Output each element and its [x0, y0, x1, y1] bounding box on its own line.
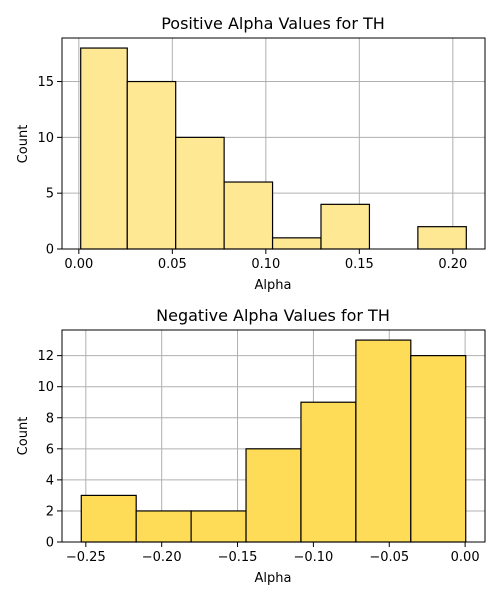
histogram-bar [135, 510, 192, 543]
histogram-bar [223, 181, 274, 250]
histogram-bar [245, 448, 302, 543]
y-axis-label: Count [16, 417, 31, 456]
histogram-bar [355, 339, 412, 543]
negative-alpha-chart: Negative Alpha Values for TH −0.25 −0.20 −… [16, 306, 486, 586]
y-tick-label: 0 [46, 243, 54, 258]
x-tick-label: −0.15 [218, 550, 258, 565]
y-tick-label: 2 [46, 504, 54, 519]
y-tick-label: 15 [37, 75, 54, 90]
histogram-bar [320, 203, 371, 250]
histogram-bar [417, 226, 467, 250]
chart-title: Negative Alpha Values for TH [156, 306, 390, 325]
histogram-bar [271, 237, 322, 250]
histogram-bar [126, 80, 177, 250]
histogram-bar [410, 355, 467, 543]
y-tick-label: 10 [37, 131, 54, 146]
x-tick-label: 0.15 [345, 257, 374, 272]
x-tick-label: −0.25 [66, 550, 106, 565]
x-tick-label: 0.20 [438, 257, 467, 272]
x-axis-label: Alpha [255, 571, 292, 586]
histogram-bar [80, 47, 128, 250]
histogram-bar [300, 401, 357, 543]
chart-title: Positive Alpha Values for TH [161, 14, 385, 33]
histogram-bar [175, 136, 225, 250]
x-tick-label: −0.10 [293, 550, 333, 565]
histogram-bar [190, 510, 247, 543]
x-tick-label: −0.20 [142, 550, 182, 565]
y-tick-label: 6 [46, 442, 54, 457]
positive-alpha-chart: Positive Alpha Values for TH 0.00 0.05 0.1… [16, 14, 486, 293]
y-tick-label: 12 [37, 349, 54, 364]
y-tick-label: 5 [46, 187, 54, 202]
y-tick-label: 0 [46, 536, 54, 551]
y-tick-label: 8 [46, 411, 54, 426]
axes-frame [61, 37, 486, 250]
y-tick-label: 4 [46, 473, 54, 488]
x-tick-label: 0.00 [451, 550, 480, 565]
x-tick-label: 0.10 [251, 257, 280, 272]
x-tick-label: 0.05 [158, 257, 187, 272]
x-tick-label: −0.05 [369, 550, 409, 565]
axes-frame [61, 329, 486, 543]
y-axis-label: Count [16, 125, 31, 164]
histogram-bar [80, 494, 137, 543]
x-axis-label: Alpha [255, 278, 292, 293]
x-tick-label: 0.00 [64, 257, 93, 272]
y-tick-label: 10 [37, 380, 54, 395]
